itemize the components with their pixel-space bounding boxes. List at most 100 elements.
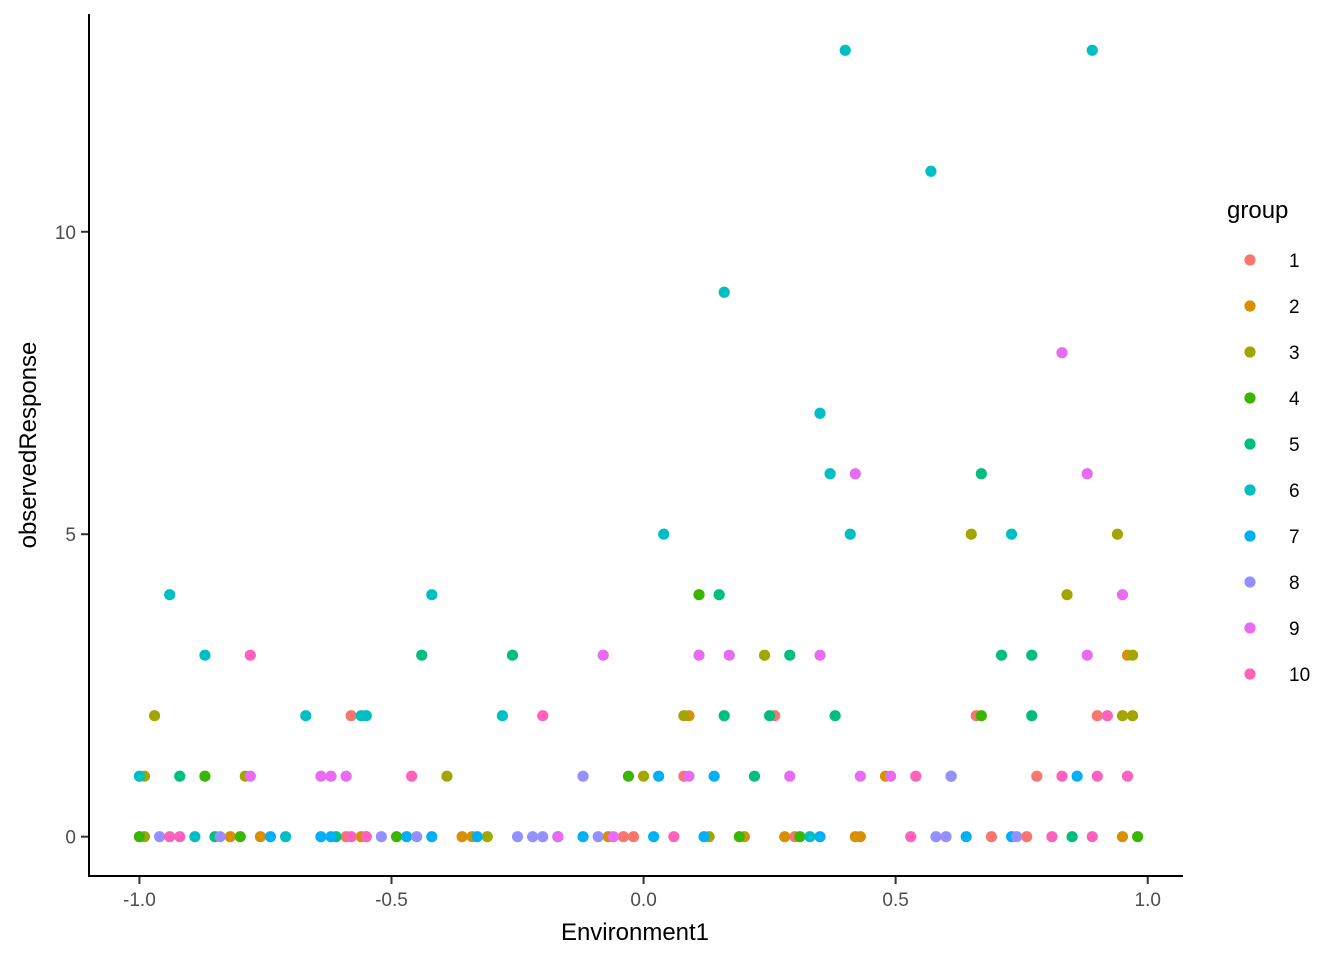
point-group-8-4: [375, 831, 388, 843]
point-group-7-12: [814, 831, 826, 843]
point-group-2-8: [779, 831, 791, 843]
point-group-2-10: [854, 831, 866, 843]
point-group-6-12: [844, 528, 856, 540]
point-group-1-11: [1021, 831, 1033, 843]
legend-item-2: 2: [1244, 297, 1300, 318]
point-group-4-6: [794, 831, 806, 843]
x-tick-label: 1.0: [1134, 890, 1160, 911]
point-group-6-1: [199, 649, 211, 661]
legend-key: [1244, 484, 1256, 496]
legend-label: 7: [1289, 527, 1300, 548]
legend-item-4: 4: [1244, 389, 1300, 410]
point-group-6-16: [133, 770, 146, 782]
point-group-5-9: [1026, 649, 1038, 661]
point-group-1-0: [345, 710, 357, 722]
point-group-4-9: [234, 831, 246, 843]
point-group-2-4: [456, 831, 468, 843]
legend-key: [1244, 438, 1256, 450]
point-group-6-2: [300, 710, 312, 722]
point-group-1-7: [617, 831, 629, 843]
point-group-6-14: [1005, 528, 1018, 540]
point-group-3-2: [441, 770, 453, 782]
point-group-5-12: [748, 770, 761, 782]
point-group-6-13: [925, 165, 937, 177]
point-group-6-7: [658, 528, 670, 540]
point-group-10-12: [905, 831, 917, 843]
x-axis-title: Environment1: [561, 919, 709, 946]
point-group-9-18: [607, 831, 619, 843]
legend-item-6: 6: [1244, 481, 1300, 502]
legend-key: [1244, 346, 1256, 358]
legend-key: [1244, 392, 1256, 404]
point-group-5-6: [829, 710, 841, 722]
point-group-6-5: [426, 589, 438, 601]
legend-label: 3: [1289, 343, 1300, 364]
legend: 1 2 3 4 5 6 7 8 9 10: [1244, 251, 1310, 686]
legend-key: [1244, 622, 1256, 634]
point-group-6-17: [280, 831, 292, 843]
legend-item-7: 7: [1244, 527, 1300, 548]
point-group-9-8: [1116, 589, 1129, 601]
point-group-6-8: [718, 286, 730, 298]
point-group-7-2: [1071, 770, 1083, 782]
point-group-7-13: [960, 831, 972, 843]
legend-label: 9: [1289, 619, 1300, 640]
point-group-2-11: [1116, 831, 1129, 843]
point-group-10-4: [910, 770, 922, 782]
point-group-7-15: [471, 831, 483, 843]
point-group-8-6: [511, 831, 524, 843]
point-group-4-8: [133, 831, 146, 843]
point-group-9-13: [683, 770, 695, 782]
point-group-4-4: [390, 831, 403, 843]
y-tick-label: 0: [65, 828, 76, 849]
point-group-5-0: [416, 649, 428, 661]
point-group-10-15: [360, 831, 372, 843]
point-group-3-9: [1116, 710, 1129, 722]
x-tick-label: 0.0: [630, 890, 656, 911]
point-group-6-18: [189, 831, 201, 843]
point-group-7-1: [708, 770, 720, 782]
point-group-10-11: [668, 831, 680, 843]
x-tick-label: 0.5: [882, 890, 908, 911]
point-group-7-9: [577, 831, 589, 843]
legend-title: group: [1227, 197, 1288, 224]
point-group-7-0: [653, 770, 665, 782]
legend-label: 10: [1289, 665, 1310, 686]
point-group-9-1: [693, 649, 705, 661]
point-group-10-0: [244, 649, 256, 661]
point-group-9-17: [552, 831, 564, 843]
y-axis-title: observedResponse: [15, 342, 42, 549]
point-group-7-10: [648, 831, 660, 843]
point-group-9-11: [325, 770, 337, 782]
point-group-5-4: [763, 710, 776, 722]
point-group-9-14: [784, 770, 796, 782]
legend-label: 1: [1289, 251, 1300, 272]
point-group-8-8: [537, 831, 549, 843]
point-group-9-6: [1081, 468, 1093, 480]
point-group-5-11: [174, 770, 186, 782]
point-group-8-5: [411, 831, 423, 843]
legend-key: [1244, 530, 1256, 542]
point-group-4-2: [199, 770, 211, 782]
point-group-9-9: [244, 770, 256, 782]
point-group-10-3: [406, 770, 418, 782]
point-group-3-12: [637, 770, 650, 782]
point-group-6-15: [1086, 44, 1098, 56]
point-group-5-10: [1026, 710, 1038, 722]
point-group-6-11: [839, 44, 851, 56]
point-group-9-7: [1081, 649, 1093, 661]
legend-label: 4: [1289, 389, 1300, 410]
legend-label: 6: [1289, 481, 1300, 502]
point-group-5-7: [975, 468, 987, 480]
point-group-8-3: [214, 831, 226, 843]
point-group-7-6: [401, 831, 413, 843]
point-group-7-4: [315, 831, 327, 843]
point-group-10-7: [1121, 770, 1134, 782]
point-group-8-10: [930, 831, 942, 843]
point-group-6-4: [360, 710, 372, 722]
point-group-8-0: [577, 770, 589, 782]
legend-key: [1244, 254, 1256, 266]
point-group-5-14: [1066, 831, 1078, 843]
x-tick-label: -0.5: [375, 890, 408, 911]
